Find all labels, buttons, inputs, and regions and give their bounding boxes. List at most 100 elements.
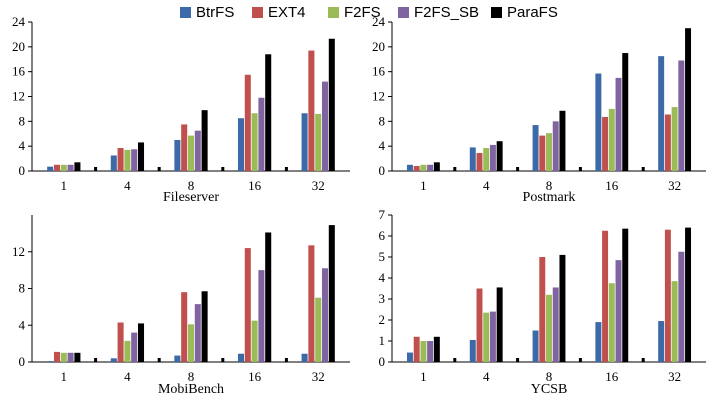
- x-tick-label: 32: [312, 369, 325, 384]
- x-tick-label: 1: [61, 178, 68, 193]
- bar-f2fs-1: [60, 352, 67, 362]
- chart-ycsb: 0 1 2 3 4 5 6 7 1 4 8 16 32 YCSB: [379, 207, 706, 397]
- bar-parafs-16: [265, 54, 272, 171]
- bar-parafs-16: [622, 228, 629, 362]
- bar-btrfs-4: [469, 339, 476, 362]
- y-tick-label: 6: [379, 228, 386, 243]
- bar-parafs-32: [328, 38, 335, 172]
- bar-btrfs-32: [658, 321, 665, 362]
- y-tick-label: 24: [12, 14, 26, 29]
- bar-f2fs-sb-1: [67, 352, 74, 362]
- legend-item-f2fs: F2FS: [328, 3, 381, 21]
- legend: BtrFS EXT4 F2FS F2FS_SB ParaFS: [0, 0, 718, 24]
- bar-btrfs-8: [532, 125, 539, 171]
- x-tick-label: 8: [188, 178, 195, 193]
- bar-ext4-4: [476, 153, 483, 171]
- bar-parafs-4: [137, 323, 145, 362]
- y-tick-label: 12: [12, 89, 25, 104]
- bar-f2fs-sb-1: [67, 164, 74, 171]
- bar-f2fs-sb-8: [552, 287, 559, 362]
- legend-item-ext4: EXT4: [252, 3, 306, 21]
- bar-f2fs-4: [483, 148, 490, 171]
- bar-parafs-1: [433, 336, 440, 362]
- bar-ext4-16: [602, 116, 609, 171]
- bar-f2fs-16: [608, 108, 615, 171]
- y-tick-label: 0: [19, 354, 26, 369]
- y-tick-label: 16: [12, 64, 26, 79]
- bar-btrfs-16: [237, 118, 245, 171]
- bar-ext4-1: [53, 351, 61, 362]
- bar-f2fs-sb-4: [489, 144, 496, 171]
- bar-ext4-1: [413, 336, 420, 362]
- bar-parafs-1: [433, 162, 440, 171]
- bar-f2fs-1: [60, 164, 67, 171]
- legend-label: BtrFS: [196, 3, 235, 21]
- bar-f2fs-4: [483, 312, 490, 362]
- bar-f2fs-4: [124, 340, 131, 362]
- bar-btrfs-1: [406, 164, 413, 171]
- legend-label: ParaFS: [507, 3, 558, 21]
- x-tick-label: 8: [546, 369, 553, 384]
- bar-f2fs-sb-16: [615, 260, 622, 362]
- x-tick-label: 1: [420, 178, 427, 193]
- x-tick-label: 16: [605, 369, 619, 384]
- bar-f2fs-sb-4: [131, 149, 138, 171]
- y-tick-label: 20: [12, 39, 25, 54]
- y-tick-label: 0: [19, 163, 26, 178]
- legend-item-f2fs-sb: F2FS_SB: [398, 3, 479, 21]
- bar-ext4-8: [181, 124, 188, 171]
- bar-f2fs-sb-4: [131, 332, 138, 362]
- bar-ext4-4: [117, 148, 124, 171]
- bar-ext4-32: [664, 114, 671, 171]
- bar-parafs-8: [559, 110, 566, 171]
- bar-btrfs-8: [174, 139, 181, 171]
- bar-f2fs-sb-8: [194, 304, 201, 362]
- bar-f2fs-sb-16: [258, 270, 265, 363]
- bar-f2fs-sb-16: [258, 97, 265, 171]
- bar-ext4-32: [308, 50, 315, 172]
- bar-ext4-1: [53, 164, 61, 171]
- bar-ext4-4: [476, 288, 483, 362]
- bar-f2fs-8: [546, 133, 552, 171]
- bar-parafs-4: [137, 142, 145, 171]
- chart-postmark: 0 4 8 12 16 20 24 1 4 8 16 32 Postmark: [372, 14, 706, 205]
- x-tick-label: 4: [124, 369, 131, 384]
- bar-parafs-4: [496, 287, 503, 362]
- x-tick-label: 32: [668, 178, 681, 193]
- bar-btrfs-16: [595, 322, 602, 362]
- y-tick-label: 20: [372, 39, 385, 54]
- x-tick-label: 4: [483, 178, 490, 193]
- bar-parafs-8: [201, 291, 208, 362]
- bar-f2fs-sb-1: [427, 341, 434, 362]
- bar-ext4-16: [602, 230, 609, 362]
- bar-btrfs-4: [110, 155, 117, 171]
- chart-mobibench: 0 4 8 12 1 4 8 16 32 MobiBench: [12, 215, 350, 397]
- y-tick-label: 4: [379, 270, 386, 285]
- bar-btrfs-8: [174, 355, 181, 362]
- x-tick-label: 32: [312, 178, 325, 193]
- x-tick-label: 8: [546, 178, 553, 193]
- bar-f2fs-sb-4: [489, 311, 496, 362]
- bar-parafs-1: [74, 352, 81, 362]
- y-tick-label: 0: [379, 163, 386, 178]
- y-tick-label: 0: [379, 354, 386, 369]
- x-tick-label: 16: [248, 178, 262, 193]
- legend-swatch: [252, 6, 263, 18]
- bar-ext4-1: [413, 166, 420, 171]
- bar-btrfs-1: [47, 361, 54, 362]
- y-tick-label: 8: [19, 113, 26, 128]
- bar-ext4-16: [244, 74, 251, 171]
- bar-parafs-32: [685, 227, 692, 362]
- y-tick-label: 2: [379, 312, 386, 327]
- legend-item-btrfs: BtrFS: [180, 3, 234, 21]
- x-tick-label: 1: [420, 369, 427, 384]
- y-tick-label: 24: [372, 14, 386, 29]
- bar-f2fs-16: [251, 113, 258, 171]
- bar-ext4-8: [539, 257, 546, 362]
- bar-parafs-4: [496, 141, 503, 171]
- bar-f2fs-32: [671, 107, 678, 171]
- bar-f2fs-8: [187, 135, 195, 171]
- chart-title: Fileserver: [163, 190, 219, 205]
- bar-f2fs-sb-32: [321, 81, 329, 171]
